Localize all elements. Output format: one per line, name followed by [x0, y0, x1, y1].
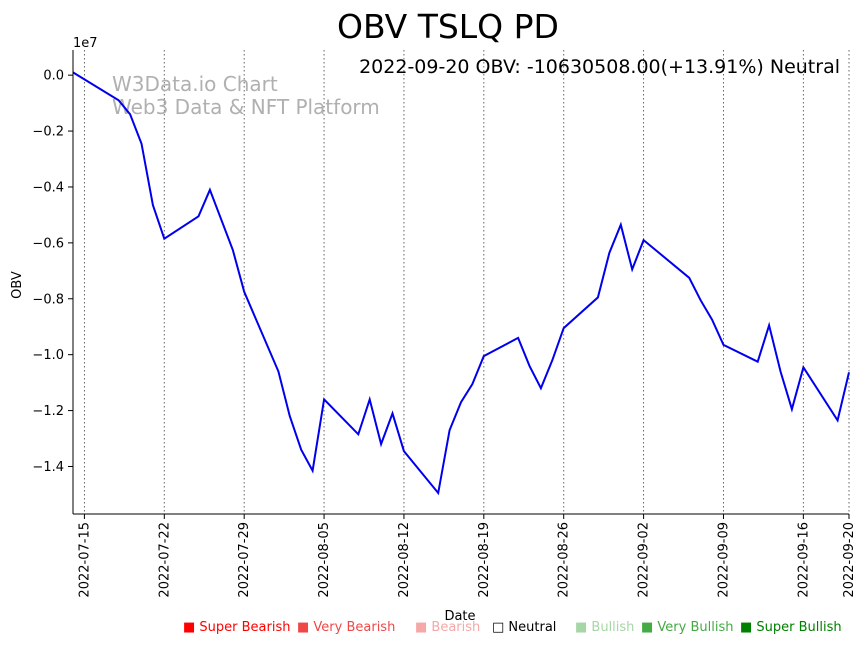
x-tick-label: 2022-08-19 — [477, 522, 492, 598]
x-tick-label: 2022-07-15 — [77, 522, 92, 598]
x-tick-label: 2022-08-05 — [317, 522, 332, 598]
signal-legend: ■ Super Bearish ■ Very Bearish ■ Bearish □ … — [0, 620, 867, 640]
y-multiplier-label: 1e7 — [73, 36, 98, 51]
legend-item-super-bearish: ■ Super Bearish — [183, 620, 291, 635]
y-tick-label: 0.0 — [43, 69, 64, 84]
x-tick-label: 2022-07-29 — [237, 522, 252, 598]
grid-lines — [83, 50, 850, 514]
y-tick-label: −1.0 — [32, 348, 64, 363]
x-tick-label: 2022-08-12 — [397, 522, 412, 598]
y-axis-ticks: 0.0 −0.2 −0.4 −0.6 −0.8 −1.0 −1.2 −1.4 — [32, 69, 73, 475]
y-tick-label: −1.2 — [32, 404, 64, 419]
x-tick-label: 2022-07-22 — [157, 522, 172, 598]
watermark-line-1: W3Data.io Chart — [112, 72, 278, 96]
x-axis-ticks: 2022-07-15 2022-07-22 2022-07-29 2022-08-05… — [77, 514, 857, 598]
obv-series-line — [72, 71, 850, 496]
y-tick-label: −0.8 — [32, 292, 64, 307]
chart-title: OBV TSLQ PD — [337, 7, 559, 46]
x-tick-label: 2022-08-26 — [557, 522, 572, 598]
y-tick-label: −0.6 — [32, 236, 64, 251]
legend-item-very-bearish: ■ Very Bearish — [297, 620, 396, 635]
x-tick-label: 2022-09-16 — [796, 522, 811, 598]
x-axis-label: Date — [444, 609, 475, 624]
legend-item-super-bullish: ■ Super Bullish — [740, 620, 842, 635]
x-tick-label: 2022-09-20 — [842, 522, 857, 598]
legend-item-neutral: □ Neutral — [492, 620, 557, 635]
legend-item-bearish: ■ Bearish — [415, 620, 481, 635]
info-text: 2022-09-20 OBV: -10630508.00(+13.91%) Ne… — [359, 56, 840, 78]
y-axis-label: OBV — [10, 271, 25, 299]
x-tick-label: 2022-09-09 — [716, 522, 731, 598]
y-tick-label: −0.4 — [32, 180, 64, 195]
watermark-line-2: Web3 Data & NFT Platform — [112, 95, 380, 119]
y-tick-label: −1.4 — [32, 460, 64, 475]
legend-item-bullish: ■ Bullish — [575, 620, 635, 635]
x-tick-label: 2022-09-02 — [637, 522, 652, 598]
legend-item-very-bullish: ■ Very Bullish — [641, 620, 734, 635]
y-tick-label: −0.2 — [32, 125, 64, 140]
